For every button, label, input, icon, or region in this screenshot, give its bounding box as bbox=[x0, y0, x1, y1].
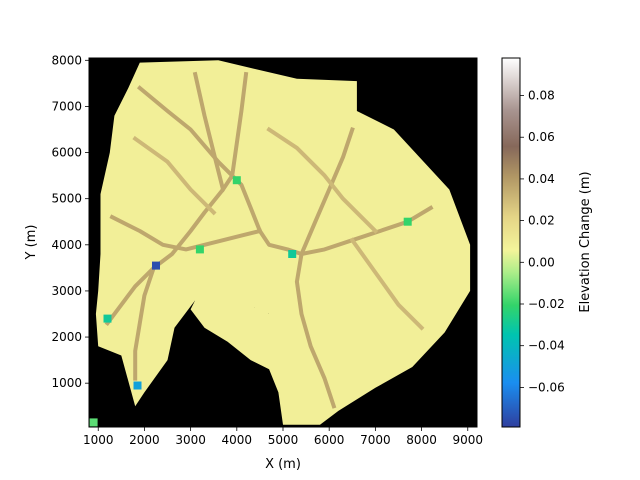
hotspot-cell-5 bbox=[403, 217, 412, 226]
channel-1 bbox=[104, 71, 225, 327]
watershed-domain bbox=[95, 60, 471, 425]
hotspot-cell-3 bbox=[195, 245, 204, 254]
x-tick-label: 4000 bbox=[222, 433, 253, 447]
x-axis-ticks: 1000 2000 3000 4000 5000 6000 7000 8000 9000 bbox=[83, 427, 483, 447]
channel-network bbox=[104, 71, 434, 409]
x-tick-label: 9000 bbox=[452, 433, 483, 447]
x-tick-label: 8000 bbox=[406, 433, 437, 447]
hotspot-cell-1 bbox=[133, 381, 142, 390]
colorbar-tick-label: 0.08 bbox=[528, 89, 555, 103]
x-tick-label: 3000 bbox=[175, 433, 206, 447]
colorbar-gradient bbox=[501, 57, 521, 428]
channel-3 bbox=[109, 214, 263, 252]
channel-7 bbox=[133, 265, 157, 381]
x-tick-label: 5000 bbox=[268, 433, 299, 447]
y-tick-label: 1000 bbox=[51, 376, 82, 390]
x-tick-label: 6000 bbox=[314, 433, 345, 447]
y-tick-label: 8000 bbox=[51, 53, 82, 67]
hotspot-cell-2 bbox=[288, 250, 297, 258]
channel-0 bbox=[136, 85, 305, 257]
x-tick-label: 1000 bbox=[83, 433, 114, 447]
channel-2 bbox=[220, 71, 249, 193]
y-tick-label: 4000 bbox=[51, 238, 82, 252]
channel-9 bbox=[266, 126, 379, 234]
x-tick-label: 7000 bbox=[360, 433, 391, 447]
hotspot-cell-4 bbox=[232, 176, 241, 185]
colorbar-tick-label: 0.00 bbox=[528, 255, 555, 269]
hotspot-cell-7 bbox=[89, 418, 98, 427]
hotspot-cell-0 bbox=[152, 261, 160, 270]
hotspot-cell-6 bbox=[103, 314, 112, 323]
y-tick-label: 3000 bbox=[51, 284, 82, 298]
channel-8 bbox=[349, 237, 425, 331]
y-axis-label: Y (m) bbox=[24, 225, 39, 261]
hotspot-cells bbox=[89, 176, 412, 427]
y-axis-ticks: 1000 2000 3000 4000 5000 6000 7000 8000 bbox=[51, 53, 89, 390]
colorbar-tick-label: 0.04 bbox=[528, 172, 555, 186]
channel-5 bbox=[294, 251, 337, 409]
colorbar-tick-label: −0.06 bbox=[528, 380, 565, 394]
x-tick-label: 2000 bbox=[129, 433, 160, 447]
colorbar-tick-label: −0.04 bbox=[528, 339, 565, 353]
colorbar-ticks: −0.06 −0.04 −0.02 0.00 0.02 0.04 0.06 0.08 bbox=[520, 89, 565, 394]
y-tick-label: 2000 bbox=[51, 330, 82, 344]
colorbar-tick-label: 0.06 bbox=[528, 130, 555, 144]
colorbar-tick-label: 0.02 bbox=[528, 214, 555, 228]
colorbar-tick-label: −0.02 bbox=[528, 297, 565, 311]
y-tick-label: 5000 bbox=[51, 192, 82, 206]
y-tick-label: 6000 bbox=[51, 146, 82, 160]
channel-6 bbox=[298, 126, 355, 257]
y-tick-label: 7000 bbox=[51, 99, 82, 113]
colorbar: −0.06 −0.04 −0.02 0.00 0.02 0.04 0.06 0.08 Elev… bbox=[501, 57, 593, 428]
channel-10 bbox=[132, 135, 217, 216]
plot-area bbox=[88, 57, 478, 428]
colorbar-label: Elevation Change (m) bbox=[578, 171, 593, 312]
x-axis-label: X (m) bbox=[265, 457, 301, 472]
